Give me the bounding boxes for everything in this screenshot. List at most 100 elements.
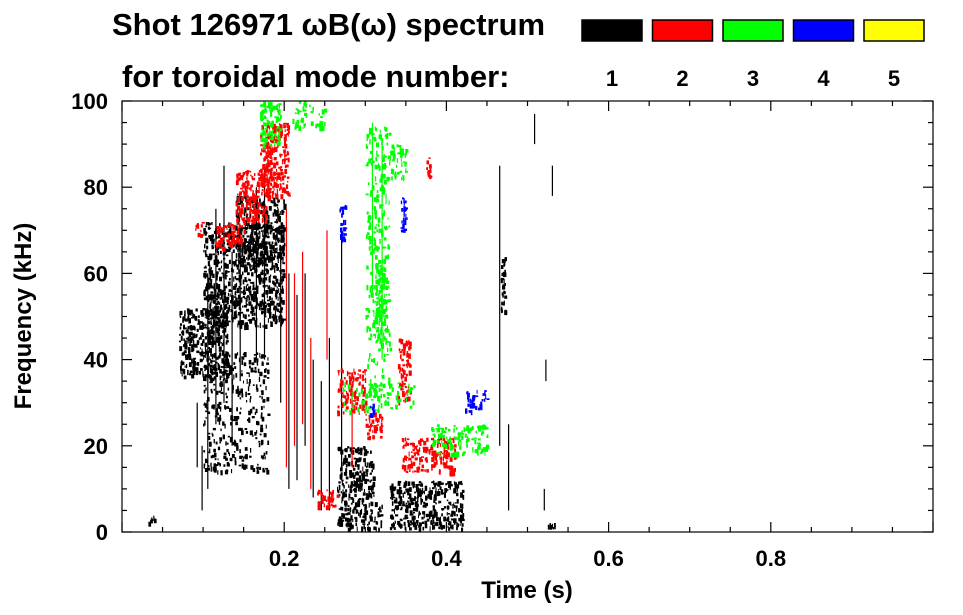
spectral-point xyxy=(342,236,346,242)
spectral-point xyxy=(270,287,272,293)
spectral-point xyxy=(407,464,409,471)
spectral-point xyxy=(439,432,443,438)
spectral-point xyxy=(382,213,385,217)
spectral-point xyxy=(404,491,406,495)
spectral-point xyxy=(280,194,284,200)
spectral-point xyxy=(208,465,210,468)
spectral-point xyxy=(216,408,218,414)
spectral-point xyxy=(357,452,361,455)
spectral-point xyxy=(255,195,258,200)
spectral-point xyxy=(403,399,405,402)
spectral-point xyxy=(370,501,374,507)
spectral-point xyxy=(440,525,443,530)
spectral-point xyxy=(439,451,443,453)
spectral-point xyxy=(200,335,202,339)
spectral-point xyxy=(207,432,211,435)
spectral-point xyxy=(284,188,287,193)
spectral-point xyxy=(228,259,231,265)
spectral-point xyxy=(423,491,425,493)
spectral-point xyxy=(189,309,193,315)
spectral-point xyxy=(227,239,229,243)
spectral-point xyxy=(391,487,394,493)
spectral-point xyxy=(436,491,440,497)
spectral-point xyxy=(373,491,375,495)
spectral-point xyxy=(363,452,366,457)
spectral-point xyxy=(220,250,222,254)
spectral-point xyxy=(425,450,428,454)
spectral-point xyxy=(461,489,465,493)
spectral-point xyxy=(444,462,448,468)
spectral-point xyxy=(216,282,218,288)
spectral-point xyxy=(203,403,206,406)
spectral-point xyxy=(372,410,376,415)
spectral-point xyxy=(388,177,391,180)
spectral-point xyxy=(401,506,403,509)
spectral-point xyxy=(207,367,210,369)
spectral-point xyxy=(363,391,365,396)
spectral-point xyxy=(267,145,270,149)
spectral-point xyxy=(256,254,259,259)
spectral-point xyxy=(249,379,251,384)
spectral-point xyxy=(485,394,487,400)
spectral-point xyxy=(271,150,274,156)
spectral-point xyxy=(412,400,415,406)
spectral-point xyxy=(232,419,236,422)
spectral-point xyxy=(210,319,212,324)
spectral-point xyxy=(218,332,220,336)
spectral-point xyxy=(269,231,272,235)
spectral-point xyxy=(276,220,279,224)
spectral-point xyxy=(378,318,380,324)
spectral-point xyxy=(242,271,244,276)
spectral-point xyxy=(371,185,375,191)
spectral-point xyxy=(190,331,193,336)
spectral-point xyxy=(464,433,467,438)
spectral-point xyxy=(260,262,262,265)
spectral-point xyxy=(352,518,354,523)
spectral-point xyxy=(375,183,378,185)
spectral-point xyxy=(439,437,442,440)
spectral-point xyxy=(266,362,270,365)
spectral-point xyxy=(444,442,446,447)
spectral-point xyxy=(370,333,373,337)
spectral-point xyxy=(245,431,249,434)
spectral-point xyxy=(273,171,275,177)
spectral-point xyxy=(271,265,274,270)
spectral-point xyxy=(433,482,436,488)
spectral-point xyxy=(276,120,278,124)
spectral-point xyxy=(237,391,240,398)
spectral-point xyxy=(269,244,273,248)
spectral-point xyxy=(310,121,314,127)
spectral-point xyxy=(476,389,478,394)
spectral-point xyxy=(471,400,474,405)
spectral-point xyxy=(359,448,363,453)
spectral-point xyxy=(196,350,200,354)
spectral-point xyxy=(220,237,223,240)
spectral-point xyxy=(274,228,278,233)
spectral-point xyxy=(216,320,218,326)
spectral-point xyxy=(193,369,196,372)
spectral-point xyxy=(283,122,287,125)
spectral-point xyxy=(204,458,208,462)
spectral-point xyxy=(373,231,376,234)
spectral-point xyxy=(378,302,381,305)
spectral-point xyxy=(370,251,373,255)
spectral-point xyxy=(453,481,456,485)
spectral-point xyxy=(501,306,503,311)
spectral-point xyxy=(253,312,256,316)
spectral-point xyxy=(348,454,351,458)
spectral-point xyxy=(399,151,402,155)
spectral-point xyxy=(262,303,265,308)
spectral-point xyxy=(373,387,376,392)
spectral-point xyxy=(216,356,219,360)
spectral-point xyxy=(223,327,227,333)
spectral-point xyxy=(413,511,415,514)
spectral-point xyxy=(375,330,379,333)
spectral-point xyxy=(381,374,385,379)
spectral-point xyxy=(402,197,404,200)
spectral-point xyxy=(344,219,347,225)
spectral-point xyxy=(410,387,414,390)
spectral-point xyxy=(263,176,266,182)
spectral-point xyxy=(417,483,421,486)
spectral-point xyxy=(248,381,251,387)
spectral-point xyxy=(200,368,203,371)
